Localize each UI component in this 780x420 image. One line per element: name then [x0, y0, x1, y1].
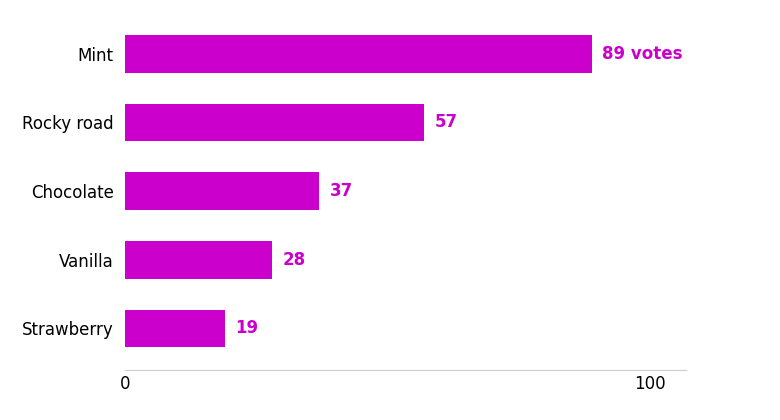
Bar	[125, 310, 225, 347]
Text: 19: 19	[235, 319, 258, 337]
Bar	[125, 241, 271, 278]
Text: 57: 57	[434, 113, 458, 131]
Bar	[125, 35, 592, 73]
Text: 89 votes: 89 votes	[602, 45, 683, 63]
Bar	[125, 104, 424, 141]
Text: 28: 28	[282, 251, 306, 269]
Text: 37: 37	[329, 182, 353, 200]
Bar	[125, 172, 319, 210]
